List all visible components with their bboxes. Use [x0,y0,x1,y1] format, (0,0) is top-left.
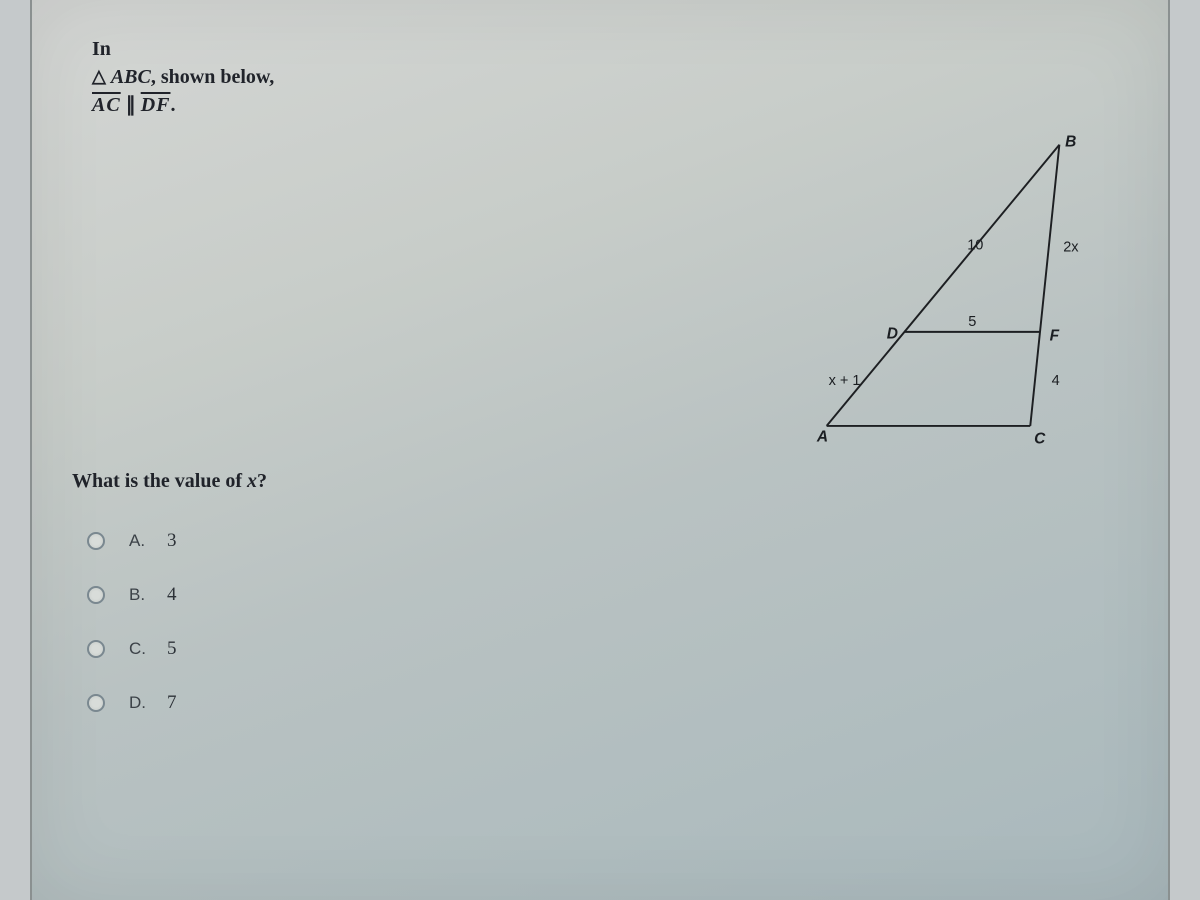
stem-period: . [170,94,175,116]
question-stem: In △ ABC, shown below, AC ∥ DF. [92,35,274,119]
answer-list: A. 3 B. 4 C. 5 D. 7 [87,515,177,731]
stem-line1: In [92,38,111,60]
segment-ac: AC [92,94,121,116]
answer-option[interactable]: C. 5 [87,623,177,675]
label-b: B [1065,134,1076,151]
prompt-prefix: What is the value of [72,470,247,492]
answer-value: 4 [167,584,177,606]
label-c: C [1034,430,1046,447]
answer-value: 5 [167,638,177,660]
triangle-name: ABC [111,66,151,88]
measure-bf: 2x [1063,239,1079,255]
triangle-symbol: △ [92,64,106,89]
measure-df: 5 [968,314,976,330]
radio-icon[interactable] [87,640,105,658]
answer-value: 7 [167,692,177,714]
stem-line2-suffix: , shown below, [151,66,274,88]
side-ab [827,145,1060,426]
prompt-suffix: ? [257,470,267,492]
answer-letter: C. [129,639,153,659]
answer-letter: D. [129,693,153,713]
answer-option[interactable]: D. 7 [87,677,177,729]
label-d: D [887,326,898,343]
answer-letter: A. [129,531,153,551]
segment-df: DF [141,94,171,116]
radio-icon[interactable] [87,532,105,550]
prompt-variable: x [247,470,257,492]
label-f: F [1050,328,1060,345]
answer-letter: B. [129,585,153,605]
answer-value: 3 [167,530,177,552]
answer-option[interactable]: A. 3 [87,515,177,567]
question-panel: In △ ABC, shown below, AC ∥ DF. A B C D … [30,0,1170,900]
measure-da: x + 1 [829,373,861,389]
radio-icon[interactable] [87,586,105,604]
answer-option[interactable]: B. 4 [87,569,177,621]
label-a: A [816,428,828,445]
question-prompt: What is the value of x? [72,470,267,493]
triangle-figure: A B C D F 10 2x 5 4 x + 1 [773,135,1113,455]
parallel-symbol: ∥ [121,94,141,116]
radio-icon[interactable] [87,694,105,712]
measure-fc: 4 [1052,373,1060,389]
measure-bd: 10 [967,237,983,253]
